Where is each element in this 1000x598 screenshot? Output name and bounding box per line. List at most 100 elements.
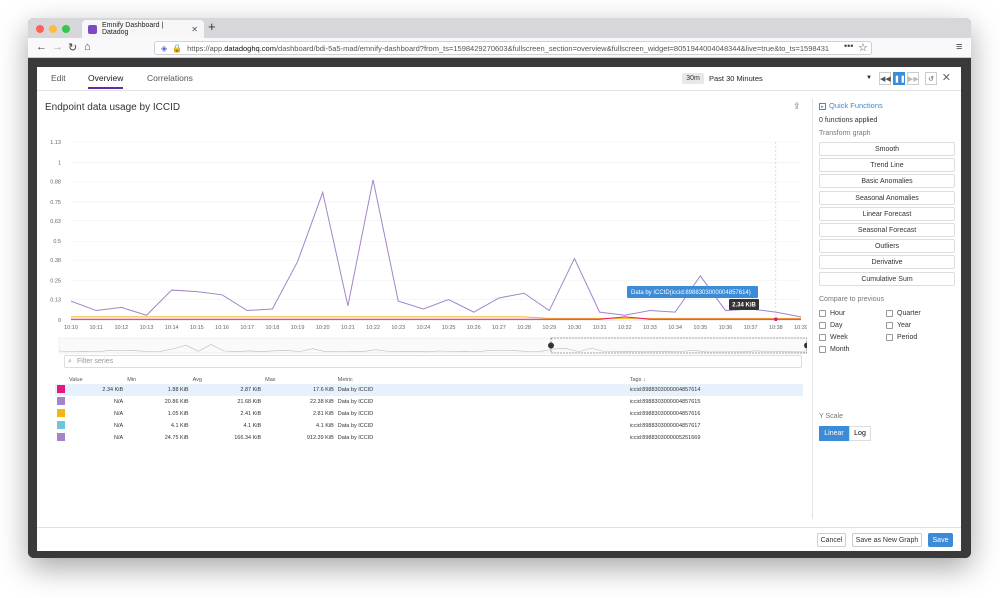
checkbox-icon[interactable]	[819, 322, 826, 329]
y-tick-label: 0.75	[50, 200, 61, 206]
compare-checkbox-label: Week	[830, 334, 848, 341]
checkbox-icon[interactable]	[819, 346, 826, 353]
rewind-icon[interactable]: ◀◀	[879, 72, 891, 85]
reset-icon[interactable]: ↺	[925, 72, 937, 85]
legend-row[interactable]: N/A 4.1 KiB 4.1 KiB 4.1 KiB Data by ICCID icc…	[55, 420, 803, 432]
function-button-seasonal-anomalies[interactable]: Seasonal Anomalies	[819, 190, 955, 205]
tooltip-value-box	[729, 299, 759, 310]
compare-checkbox-period[interactable]: Period	[886, 334, 917, 341]
more-icon[interactable]: •••	[844, 41, 854, 51]
function-button-cumulative-sum[interactable]: Cumulative Sum	[819, 271, 955, 286]
legend-swatch-cell	[55, 408, 67, 420]
save-button[interactable]: Save	[928, 533, 953, 547]
close-tab-icon[interactable]: ✕	[191, 24, 198, 34]
y-tick-label: 0.38	[50, 258, 61, 264]
compare-checkbox-year[interactable]: Year	[886, 322, 911, 329]
x-tick-label: 10:33	[643, 325, 657, 331]
share-icon[interactable]: ⇪	[793, 101, 801, 111]
legend-metric-cell: Data by ICCID	[337, 399, 374, 405]
legend-swatch-cell	[55, 384, 67, 396]
new-tab-icon[interactable]: +	[208, 19, 216, 34]
function-button-derivative[interactable]: Derivative	[819, 255, 955, 270]
yscale-log-button[interactable]: Log	[849, 426, 871, 441]
browser-tab[interactable]: Emnify Dashboard | Datadog ✕	[82, 20, 204, 38]
yscale-linear-button[interactable]: Linear	[819, 426, 849, 441]
navigator-handle-left	[548, 342, 554, 349]
x-tick-label: 10:39	[794, 325, 807, 331]
function-button-basic-anomalies[interactable]: Basic Anomalies	[819, 174, 955, 189]
time-range-select[interactable]: Past 30 Minutes ▼	[705, 72, 875, 85]
series-color-swatch	[57, 385, 65, 393]
hamburger-menu-icon[interactable]: ≡	[956, 41, 963, 53]
save-as-new-graph-button[interactable]: Save as New Graph	[852, 533, 922, 547]
legend-header-metric[interactable]: Metric	[337, 376, 353, 383]
tooltip-box	[627, 286, 758, 298]
close-window-dot[interactable]	[36, 25, 44, 33]
legend-metric-cell: Data by ICCID	[335, 384, 628, 396]
compare-checkbox-day[interactable]: Day	[819, 322, 842, 329]
time-range-value: Past 30 Minutes	[709, 74, 763, 83]
checkbox-icon[interactable]	[886, 334, 893, 341]
maximize-window-dot[interactable]	[62, 25, 70, 33]
checkbox-icon[interactable]	[819, 310, 826, 317]
x-tick-label: 10:16	[215, 325, 229, 331]
quick-functions-sidebar: ▸ Quick Functions 0 functions applied Tra…	[812, 99, 961, 519]
url-bar[interactable]: ◈ 🔒 https://app. datadoghq.com/dashboard/…	[154, 41, 872, 55]
series-color-swatch	[57, 421, 65, 429]
compare-checkbox-hour[interactable]: Hour	[819, 310, 845, 317]
tab-correlations[interactable]: Correlations	[147, 73, 193, 83]
legend-tags-cell: iccid:8988303000004857614	[627, 384, 803, 396]
x-tick-label: 10:24	[417, 325, 431, 331]
timeseries-chart[interactable]: 1.13 1 0.88 0.75 0.63 0.5 0.38 0.25 0.13 010:10 10…	[37, 122, 807, 357]
x-tick-label: 10:35	[693, 325, 707, 331]
pause-icon[interactable]: ❚❚	[893, 72, 906, 85]
navigator-strip	[58, 337, 807, 354]
legend-row[interactable]: 2.34 KiB 1.88 KiB 2.87 KiB 17.6 KiB Data by …	[55, 384, 803, 396]
close-icon[interactable]: ✕	[941, 72, 951, 84]
checkbox-icon[interactable]	[886, 310, 893, 317]
legend-row[interactable]: N/A 1.05 KiB 2.41 KiB 2.81 KiB Data by ICCID…	[55, 408, 803, 420]
series-legend-table: Value Min Avg Max Metric Tags ↓ 2.34 KiB…	[55, 375, 803, 444]
checkbox-icon[interactable]	[819, 334, 826, 341]
fullscreen-graph-modal: Edit Overview Correlations 30m Past 30 M…	[37, 67, 961, 551]
function-button-linear-forecast[interactable]: Linear Forecast	[819, 206, 955, 221]
cancel-button[interactable]: Cancel	[817, 533, 846, 547]
x-tick-label: 10:21	[341, 325, 355, 331]
checkbox-icon[interactable]	[886, 322, 893, 329]
compare-checkbox-label: Period	[897, 334, 918, 341]
compare-checkbox-quarter[interactable]: Quarter	[886, 310, 921, 317]
home-icon[interactable]: ⌂	[84, 41, 91, 53]
legend-min-cell: 1.88 KiB	[125, 384, 191, 396]
bookmark-star-icon[interactable]: ☆	[858, 42, 868, 54]
compare-checkbox-month[interactable]: Month	[819, 346, 849, 353]
legend-row[interactable]: N/A 24.75 KiB 166.34 KiB 912.39 KiB Data by …	[55, 432, 803, 444]
legend-header-avg[interactable]: Avg	[192, 376, 202, 383]
x-tick-label: 10:37	[744, 325, 758, 331]
reload-icon[interactable]: ↻	[68, 42, 78, 54]
transform-graph-label: Transform graph	[819, 130, 871, 137]
x-tick-label: 10:38	[769, 325, 783, 331]
compare-checkbox-label: Month	[830, 346, 850, 353]
tab-edit[interactable]: Edit	[51, 73, 66, 83]
legend-header-value[interactable]: Value	[69, 376, 83, 383]
forward-icon[interactable]: →	[52, 41, 63, 53]
minimize-window-dot[interactable]	[49, 25, 57, 33]
legend-header-tags[interactable]: Tags ↓	[629, 376, 646, 383]
quick-functions-link[interactable]: ▸ Quick Functions	[819, 101, 883, 110]
function-button-outliers[interactable]: Outliers	[819, 239, 955, 254]
x-tick-label: 10:14	[165, 325, 179, 331]
lock-icon: 🔒	[172, 43, 183, 53]
filter-series-input[interactable]: ⌕ Filter series	[64, 355, 802, 368]
legend-row[interactable]: N/A 20.86 KiB 21.68 KiB 22.38 KiB Data by IC…	[55, 396, 803, 408]
back-icon[interactable]: ←	[36, 41, 47, 53]
compare-checkbox-week[interactable]: Week	[819, 334, 848, 341]
legend-header-min[interactable]: Min	[127, 376, 137, 383]
legend-header-max[interactable]: Max	[265, 376, 276, 383]
legend-value-cell: N/A	[114, 423, 124, 429]
fast-forward-icon[interactable]: ▶▶	[907, 72, 919, 85]
function-button-trend-line[interactable]: Trend Line	[819, 158, 955, 173]
tab-overview[interactable]: Overview	[88, 73, 124, 89]
function-button-smooth[interactable]: Smooth	[819, 142, 955, 156]
function-button-seasonal-forecast[interactable]: Seasonal Forecast	[819, 223, 955, 237]
legend-min-cell: 20.86 KiB	[164, 399, 189, 405]
